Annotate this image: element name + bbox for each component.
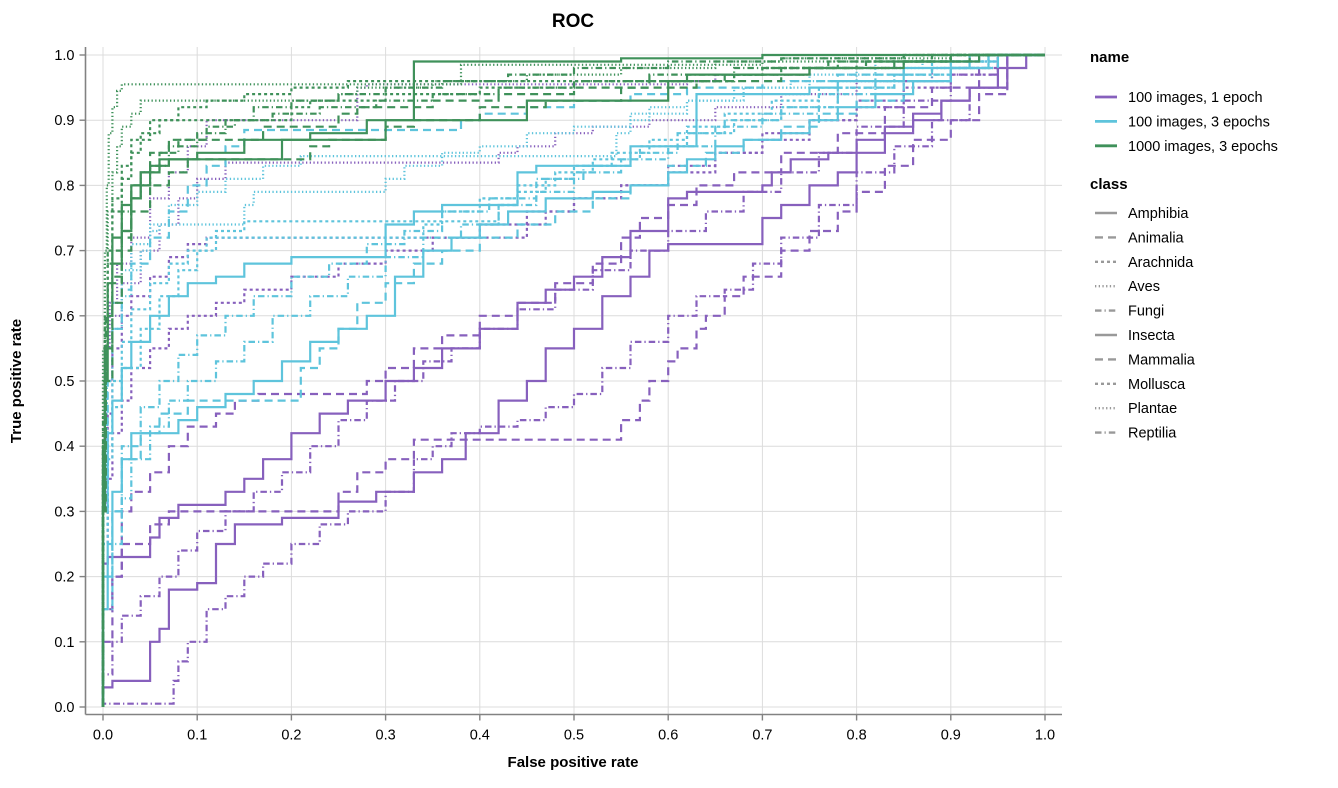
legend-class-label: Fungi xyxy=(1128,304,1164,320)
y-axis-title: True positive rate xyxy=(8,319,25,443)
x-tick-label: 0.7 xyxy=(752,728,772,744)
y-tick-label: 1.0 xyxy=(54,48,74,64)
roc-curve-insecta-100-images-1-epoch xyxy=(101,53,1045,707)
legend-class-label: Amphibia xyxy=(1128,206,1189,222)
y-tick-labels: 0.0 0.1 0.2 0.3 0.4 0.5 0.6 0.7 0.8 0.9 1.0 xyxy=(54,48,74,716)
y-tick-label: 0.6 xyxy=(54,309,74,325)
y-tick-label: 0.8 xyxy=(54,178,74,194)
roc-curve-mollusca-100-images-3-epochs xyxy=(101,53,1045,707)
legend-name-label: 1000 images, 3 epochs xyxy=(1128,139,1278,155)
x-tick-label: 1.0 xyxy=(1035,728,1055,744)
x-tick-label: 0.6 xyxy=(658,728,678,744)
legend-name-label: 100 images, 3 epochs xyxy=(1128,114,1270,130)
roc-curve-aves-100-images-3-epochs xyxy=(101,53,1045,707)
x-tick-label: 0.9 xyxy=(941,728,961,744)
roc-curve-reptilia-100-images-1-epoch xyxy=(101,53,1045,707)
roc-curve-mammalia-1000-images-3-epochs xyxy=(101,53,1045,707)
legend-class-title: class xyxy=(1090,176,1128,193)
legend-class-label: Aves xyxy=(1128,279,1160,295)
y-tick-label: 0.3 xyxy=(54,504,74,520)
x-tick-label: 0.1 xyxy=(187,728,207,744)
roc-curve-reptilia-100-images-3-epochs xyxy=(101,53,1045,707)
roc-curve-fungi-100-images-1-epoch xyxy=(101,53,1045,707)
x-axis-title: False positive rate xyxy=(508,754,639,771)
y-tick-label: 0.4 xyxy=(54,439,74,455)
legend-name-title: name xyxy=(1090,49,1129,66)
y-tick-label: 0.1 xyxy=(54,635,74,651)
x-tick-label: 0.4 xyxy=(470,728,490,744)
y-tick-label: 0.7 xyxy=(54,244,74,260)
roc-curve-mollusca-1000-images-3-epochs xyxy=(101,53,1045,707)
legend: name 100 images, 1 epoch 100 images, 3 epo… xyxy=(1090,49,1278,442)
legend-class-label: Reptilia xyxy=(1128,426,1177,442)
y-tick-label: 0.2 xyxy=(54,570,74,586)
x-tick-label: 0.2 xyxy=(281,728,301,744)
roc-curve-plantae-1000-images-3-epochs xyxy=(101,53,1045,707)
roc-curve-arachnida-1000-images-3-epochs xyxy=(101,53,1045,707)
x-tick-label: 0.5 xyxy=(564,728,584,744)
y-tick-label: 0.5 xyxy=(54,374,74,390)
roc-curve-plantae-100-images-3-epochs xyxy=(101,53,1045,707)
legend-class-label: Arachnida xyxy=(1128,255,1194,271)
y-tick-label: 0.9 xyxy=(54,113,74,129)
legend-name-label: 100 images, 1 epoch xyxy=(1128,90,1263,106)
roc-curve-animalia-100-images-3-epochs xyxy=(101,53,1045,707)
roc-curve-mammalia-100-images-1-epoch xyxy=(101,53,1045,707)
axis-lines xyxy=(79,47,1062,721)
legend-class-label: Animalia xyxy=(1128,230,1185,246)
x-tick-label: 0.8 xyxy=(847,728,867,744)
legend-class-label: Mollusca xyxy=(1128,377,1186,393)
y-tick-label: 0.0 xyxy=(54,700,74,716)
chart-title: ROC xyxy=(552,11,595,32)
x-tick-labels: 0.0 0.1 0.2 0.3 0.4 0.5 0.6 0.7 0.8 0.9 1.0 xyxy=(93,728,1055,744)
roc-curves xyxy=(101,53,1045,707)
roc-curve-insecta-100-images-3-epochs xyxy=(101,53,1045,707)
legend-class-label: Plantae xyxy=(1128,401,1177,417)
roc-curve-arachnida-100-images-3-epochs xyxy=(101,53,1045,707)
legend-class-label: Mammalia xyxy=(1128,352,1196,368)
roc-curve-reptilia-1000-images-3-epochs xyxy=(101,53,1045,707)
x-tick-label: 0.3 xyxy=(376,728,396,744)
legend-class-label: Insecta xyxy=(1128,328,1176,344)
x-tick-label: 0.0 xyxy=(93,728,113,744)
